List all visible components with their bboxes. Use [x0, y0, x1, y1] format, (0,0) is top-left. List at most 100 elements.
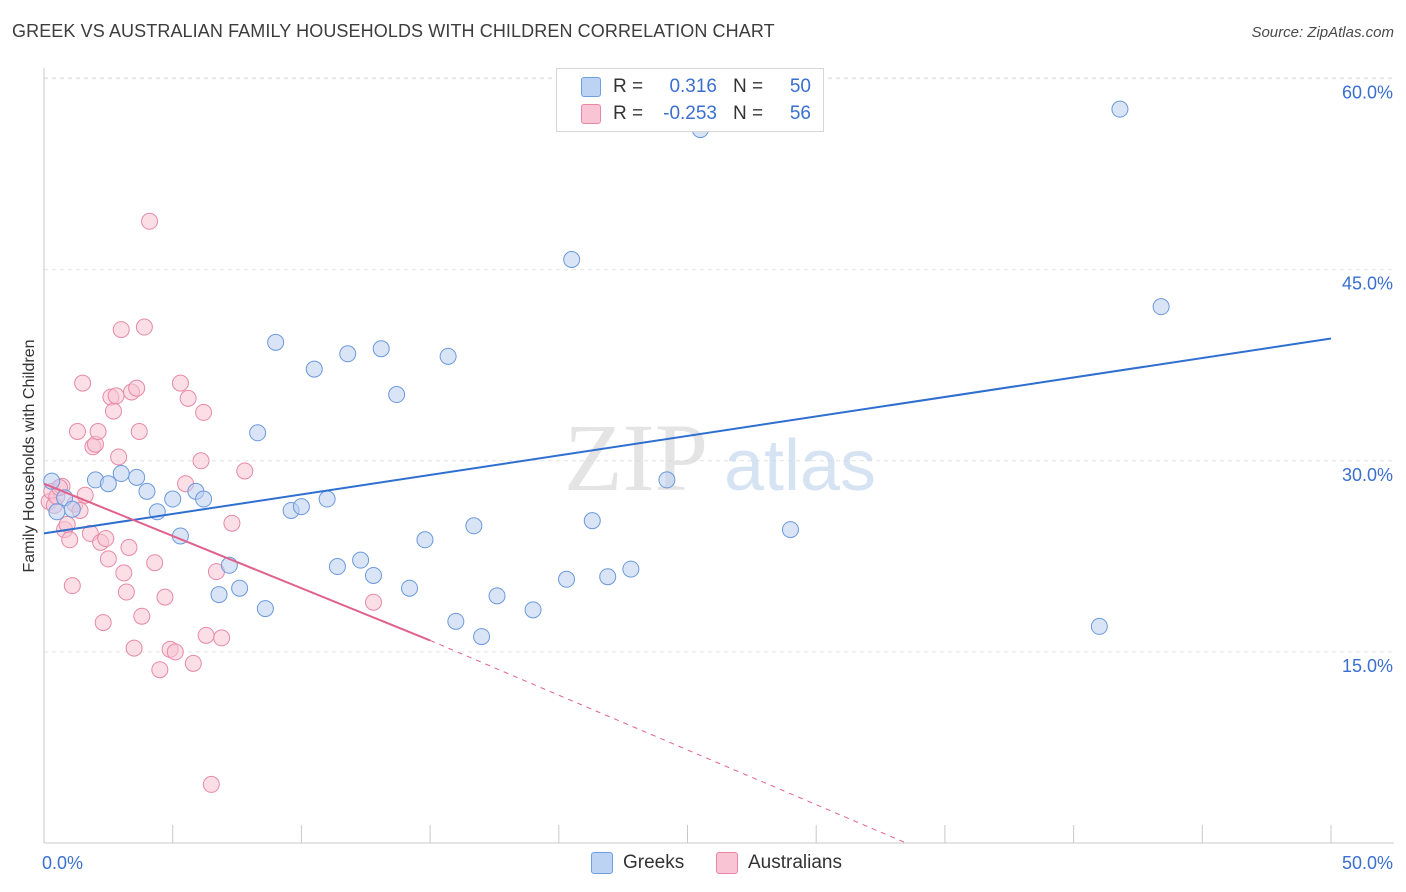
greeks-point: [292, 498, 310, 516]
greeks-point: [305, 360, 323, 378]
greeks-point: [583, 512, 601, 530]
greeks-point: [488, 587, 506, 605]
australians-trend-line: [43, 482, 431, 642]
australians-point: [166, 643, 184, 661]
legend-row-greeks: R = 0.316 N = 50: [581, 75, 811, 99]
bottom-legend-swatch-australians: [716, 852, 738, 874]
australians-point: [68, 422, 86, 440]
australians-point: [130, 422, 148, 440]
y-tick-label: 60.0%: [1342, 83, 1393, 103]
greeks-point: [372, 340, 390, 358]
australians-point: [202, 775, 220, 793]
y-tick-label: 30.0%: [1342, 465, 1393, 485]
greeks-point: [622, 560, 640, 578]
greeks-point: [164, 490, 182, 508]
greeks-point: [658, 471, 676, 489]
greeks-point: [1090, 617, 1108, 635]
y-tick-label: 45.0%: [1342, 274, 1393, 294]
watermark-zip: ZIP: [564, 404, 708, 511]
greeks-point: [48, 503, 66, 521]
greeks-point: [63, 500, 81, 518]
australians-point: [63, 577, 81, 595]
australians-point: [223, 514, 241, 532]
greeks-point: [328, 558, 346, 576]
legend-r-label: R =: [613, 103, 644, 124]
greeks-point: [524, 601, 542, 619]
australians-point: [104, 402, 122, 420]
australians-points: [40, 212, 382, 793]
tick-labels: 15.0% 30.0% 45.0% 60.0% 0.0% 50.0%: [42, 83, 1393, 873]
australians-point: [99, 550, 117, 568]
greeks-point: [318, 490, 336, 508]
trend-lines: [43, 337, 1332, 844]
greeks-point: [352, 551, 370, 569]
australians-point: [125, 639, 143, 657]
australians-point: [133, 607, 151, 625]
source-credit: Source: ZipAtlas.com: [1251, 24, 1394, 41]
correlation-legend: R = 0.316 N = 50 R = -0.253 N = 56: [556, 68, 824, 132]
greeks-point: [364, 566, 382, 584]
australians-point: [141, 212, 159, 230]
australians-point: [61, 531, 79, 549]
greeks-point: [401, 579, 419, 597]
australians-point: [74, 374, 92, 392]
australians-point: [89, 422, 107, 440]
greeks-point: [99, 475, 117, 493]
australians-point: [192, 452, 210, 470]
bottom-legend-australians: Australians: [716, 852, 842, 874]
australians-point: [179, 389, 197, 407]
greeks-point: [138, 482, 156, 500]
x-tick-label: 50.0%: [1342, 853, 1393, 873]
greeks-point: [195, 490, 213, 508]
greeks-point: [339, 345, 357, 363]
australians-point: [128, 379, 146, 397]
y-tick-label: 15.0%: [1342, 656, 1393, 676]
greeks-point: [231, 579, 249, 597]
legend-r-label: R =: [613, 76, 644, 97]
australians-point: [94, 614, 112, 632]
australians-point: [110, 448, 128, 466]
greeks-point: [256, 600, 274, 618]
greeks-point: [439, 347, 457, 365]
greeks-points: [43, 100, 1170, 646]
greeks-point: [473, 628, 491, 646]
australians-point: [236, 462, 254, 480]
axes: [43, 68, 1394, 844]
watermark-atlas: atlas: [724, 426, 876, 506]
greeks-point: [249, 424, 267, 442]
australians-point: [146, 554, 164, 572]
australians-point: [156, 588, 174, 606]
greeks-point: [128, 468, 146, 486]
greeks-point: [1152, 298, 1170, 316]
legend-n-label: N =: [733, 76, 764, 97]
bottom-legend-label-australians: Australians: [748, 852, 842, 873]
greeks-point: [599, 568, 617, 586]
x-tick-label: 0.0%: [42, 853, 83, 873]
australians-point: [151, 661, 169, 679]
australians-point: [184, 654, 202, 672]
australians-point: [135, 318, 153, 336]
legend-n-value-greeks: 50: [789, 76, 811, 97]
australians-trend-extension: [429, 639, 907, 844]
legend-n-value-australians: 56: [789, 103, 811, 124]
greeks-point: [558, 570, 576, 588]
australians-point: [97, 530, 115, 548]
bottom-legend-greeks: Greeks: [591, 852, 684, 874]
australians-point: [107, 387, 125, 405]
greeks-point: [447, 612, 465, 630]
legend-r-value-australians: -0.253: [663, 103, 717, 124]
legend-swatch-australians: [581, 104, 601, 124]
australians-point: [364, 593, 382, 611]
greeks-point: [210, 586, 228, 604]
watermark: ZIP atlas: [564, 404, 876, 511]
australians-point: [120, 538, 138, 556]
greeks-point: [416, 531, 434, 549]
greeks-point: [465, 517, 483, 535]
greeks-point: [781, 521, 799, 539]
bottom-legend-label-greeks: Greeks: [623, 852, 685, 873]
australians-point: [112, 321, 130, 339]
greeks-point: [267, 333, 285, 351]
australians-point: [195, 403, 213, 421]
greeks-trend-line: [43, 337, 1332, 535]
legend-r-value-greeks: 0.316: [669, 76, 717, 97]
